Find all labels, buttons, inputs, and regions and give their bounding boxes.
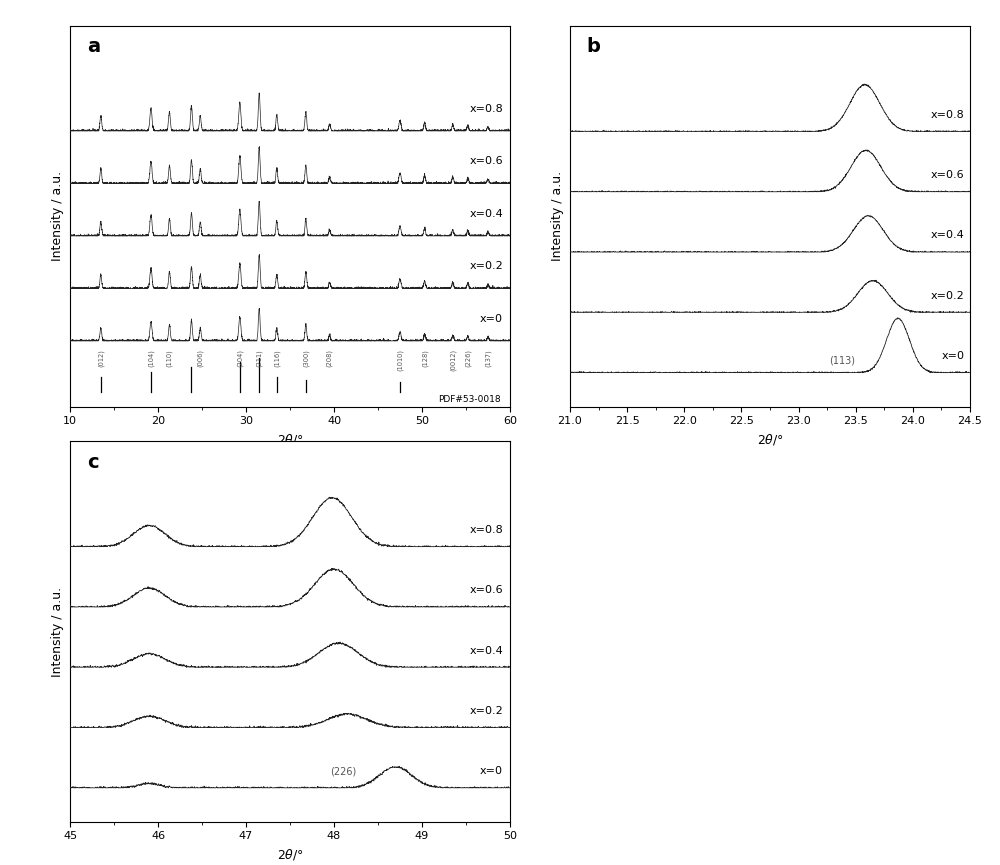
Text: x=0.2: x=0.2 — [469, 261, 503, 271]
Text: (110): (110) — [166, 349, 173, 367]
Text: x=0.4: x=0.4 — [931, 230, 964, 240]
Text: (226): (226) — [465, 349, 471, 367]
Text: (211): (211) — [256, 349, 262, 367]
Text: PDF#53-0018: PDF#53-0018 — [439, 395, 501, 404]
Text: a: a — [88, 37, 101, 56]
Text: x=0.8: x=0.8 — [469, 104, 503, 113]
Text: (104): (104) — [148, 349, 154, 367]
Text: (0012): (0012) — [450, 349, 456, 371]
X-axis label: 2$\theta$/°: 2$\theta$/° — [277, 847, 303, 862]
Y-axis label: Intensity / a.u.: Intensity / a.u. — [51, 171, 64, 261]
Text: (300): (300) — [303, 349, 309, 367]
Text: x=0.6: x=0.6 — [469, 586, 503, 595]
Text: x=0.4: x=0.4 — [469, 645, 503, 656]
Text: (204): (204) — [237, 349, 243, 367]
Text: (226): (226) — [330, 766, 356, 776]
X-axis label: 2$\theta$/°: 2$\theta$/° — [757, 432, 783, 447]
Text: (208): (208) — [326, 349, 333, 367]
Y-axis label: Intensity / a.u.: Intensity / a.u. — [551, 171, 564, 261]
Text: (006): (006) — [197, 349, 203, 367]
X-axis label: 2$\theta$/°: 2$\theta$/° — [277, 432, 303, 447]
Text: (012): (012) — [98, 349, 104, 367]
Y-axis label: Intensity / a.u.: Intensity / a.u. — [51, 586, 64, 676]
Text: x=0: x=0 — [941, 351, 964, 361]
Text: x=0.6: x=0.6 — [469, 157, 503, 166]
Text: (1010): (1010) — [397, 349, 403, 371]
Text: (137): (137) — [485, 349, 491, 367]
Text: (116): (116) — [274, 349, 280, 367]
Text: x=0.6: x=0.6 — [931, 170, 964, 180]
Text: x=0.8: x=0.8 — [469, 525, 503, 535]
Text: x=0: x=0 — [480, 314, 503, 324]
Text: (128): (128) — [421, 349, 428, 367]
Text: x=0.4: x=0.4 — [469, 208, 503, 219]
Text: x=0.8: x=0.8 — [931, 110, 964, 120]
Text: (113): (113) — [829, 356, 855, 366]
Text: c: c — [88, 452, 99, 471]
Text: x=0: x=0 — [480, 766, 503, 776]
Text: x=0.2: x=0.2 — [469, 706, 503, 716]
Text: x=0.2: x=0.2 — [931, 291, 964, 301]
Text: b: b — [586, 37, 600, 56]
